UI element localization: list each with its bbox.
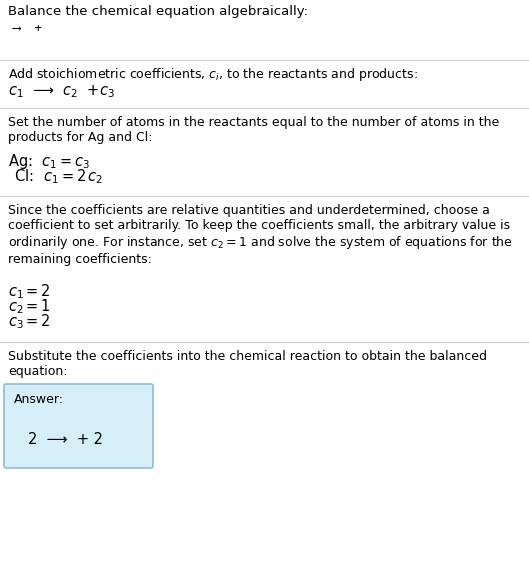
Text: $c_1 = 2$: $c_1 = 2$ <box>8 282 51 301</box>
Text: Answer:: Answer: <box>14 393 64 406</box>
Text: ⟶  +: ⟶ + <box>13 22 43 35</box>
Text: Ag:  $c_1 = c_3$: Ag: $c_1 = c_3$ <box>8 152 90 171</box>
FancyBboxPatch shape <box>4 384 153 468</box>
Text: 2  ⟶  + 2: 2 ⟶ + 2 <box>28 432 103 447</box>
Text: Add stoichiometric coefficients, $c_i$, to the reactants and products:: Add stoichiometric coefficients, $c_i$, … <box>8 66 418 83</box>
Text: $c_2 = 1$: $c_2 = 1$ <box>8 297 51 316</box>
Text: Since the coefficients are relative quantities and underdetermined, choose a
coe: Since the coefficients are relative quan… <box>8 204 513 266</box>
Text: $c_1$  ⟶  $c_2$  +$c_3$: $c_1$ ⟶ $c_2$ +$c_3$ <box>8 83 115 100</box>
Text: $c_3 = 2$: $c_3 = 2$ <box>8 312 51 330</box>
Text: Set the number of atoms in the reactants equal to the number of atoms in the
pro: Set the number of atoms in the reactants… <box>8 116 499 144</box>
Text: Substitute the coefficients into the chemical reaction to obtain the balanced
eq: Substitute the coefficients into the che… <box>8 350 487 378</box>
Text: Balance the chemical equation algebraically:: Balance the chemical equation algebraica… <box>8 5 308 18</box>
Text: Cl:  $c_1 = 2\,c_2$: Cl: $c_1 = 2\,c_2$ <box>10 167 103 186</box>
